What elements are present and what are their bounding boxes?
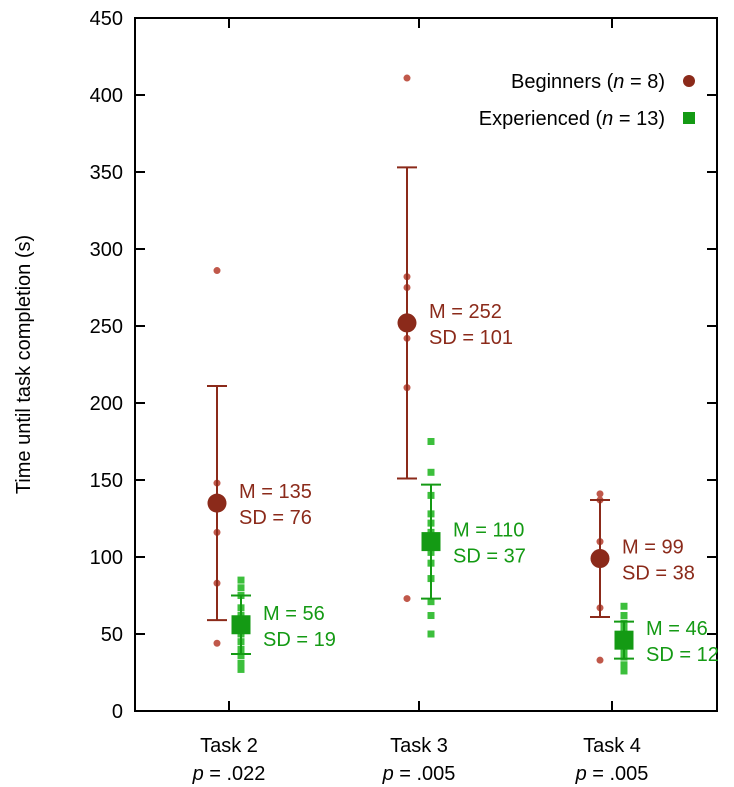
p-value: = .005 (587, 763, 649, 785)
experienced-mean-marker (231, 615, 251, 635)
experienced-mean-marker (421, 532, 441, 552)
y-tick-label: 100 (90, 547, 123, 569)
y-tick-label: 250 (90, 316, 123, 338)
axes: 0 50 100 150 200 250 300 350 400 450 Time until ta… (13, 8, 718, 785)
y-tick-label: 150 (90, 470, 123, 492)
plot-frame (134, 17, 718, 712)
y-tick-label: 300 (90, 239, 123, 261)
x-tick-label: Task 3 (390, 735, 448, 757)
legend-text-part: = 13) (613, 108, 665, 130)
p-symbol: p (192, 763, 204, 785)
y-tick-label: 200 (90, 393, 123, 415)
p-value-label: p = .022 (192, 763, 266, 785)
beginners-mean-label: M = 252 (429, 301, 502, 323)
experienced-point (427, 630, 435, 638)
experienced-mean-marker (614, 630, 634, 650)
experienced-mean-label: M = 110 (453, 520, 524, 542)
legend: Beginners (n = 8)Experienced (n = 13) (479, 71, 695, 130)
experienced-point (620, 612, 628, 620)
experienced-point (427, 438, 435, 445)
legend-text-part: n (613, 71, 624, 93)
y-axis-label: Time until task completion (s) (13, 235, 35, 494)
experienced-point (237, 659, 245, 667)
beginners-mean-marker (207, 493, 227, 513)
beginners-sd-label: SD = 101 (429, 327, 513, 349)
experienced-mean-label: M = 46 (646, 618, 708, 640)
experienced-point (237, 665, 245, 673)
p-value-label: p = .005 (575, 763, 649, 785)
experienced-point (620, 667, 628, 675)
legend-text-part: = 8) (624, 71, 665, 93)
legend-marker-beginners (683, 75, 695, 87)
p-symbol: p (575, 763, 587, 785)
experienced-point (620, 661, 628, 669)
legend-marker-experienced (683, 112, 695, 124)
p-value-label: p = .005 (382, 763, 456, 785)
x-tick-label: Task 2 (200, 735, 258, 757)
experienced-point (620, 602, 628, 610)
p-value: = .022 (204, 763, 266, 785)
y-tick-label: 400 (90, 85, 123, 107)
beginners-point (213, 267, 221, 275)
legend-text-part: Experienced ( (479, 108, 603, 130)
legend-text-part: Beginners ( (511, 71, 614, 93)
beginners-mean-marker (397, 313, 417, 333)
beginners-point (596, 656, 604, 664)
p-value: = .005 (394, 763, 456, 785)
legend-text-part: n (602, 108, 613, 130)
beginners-point (403, 74, 411, 82)
y-tick-label: 350 (90, 162, 123, 184)
beginners-point (596, 490, 604, 498)
experienced-point (237, 652, 245, 660)
legend-label-beginners: Beginners (n = 8) (511, 71, 665, 93)
beginners-point (403, 595, 411, 603)
experienced-sd-label: SD = 37 (453, 546, 526, 568)
beginners-mean-label: M = 99 (622, 537, 684, 559)
beginners-sd-label: SD = 38 (622, 563, 695, 585)
experienced-point (427, 612, 435, 620)
x-tick-label: Task 4 (583, 735, 641, 757)
experienced-point (237, 584, 245, 592)
y-tick-label: 450 (90, 8, 123, 30)
y-tick-label: 0 (112, 701, 123, 723)
experienced-point (237, 576, 245, 584)
experienced-sd-label: SD = 12 (646, 644, 719, 666)
experienced-sd-label: SD = 19 (263, 629, 336, 651)
beginners-point (213, 639, 221, 647)
experienced-point (427, 598, 435, 606)
legend-label-experienced: Experienced (n = 13) (479, 108, 665, 130)
y-tick-label: 50 (101, 624, 123, 646)
chart-marks: M = 135 SD = 76 M = 252 SD = 101 M = 99 SD = … (207, 74, 719, 675)
beginners-sd-label: SD = 76 (239, 507, 312, 529)
beginners-mean-label: M = 135 (239, 481, 312, 503)
beginners-mean-marker (590, 549, 610, 569)
experienced-point (427, 468, 435, 476)
p-symbol: p (382, 763, 394, 785)
experienced-mean-label: M = 56 (263, 603, 325, 625)
